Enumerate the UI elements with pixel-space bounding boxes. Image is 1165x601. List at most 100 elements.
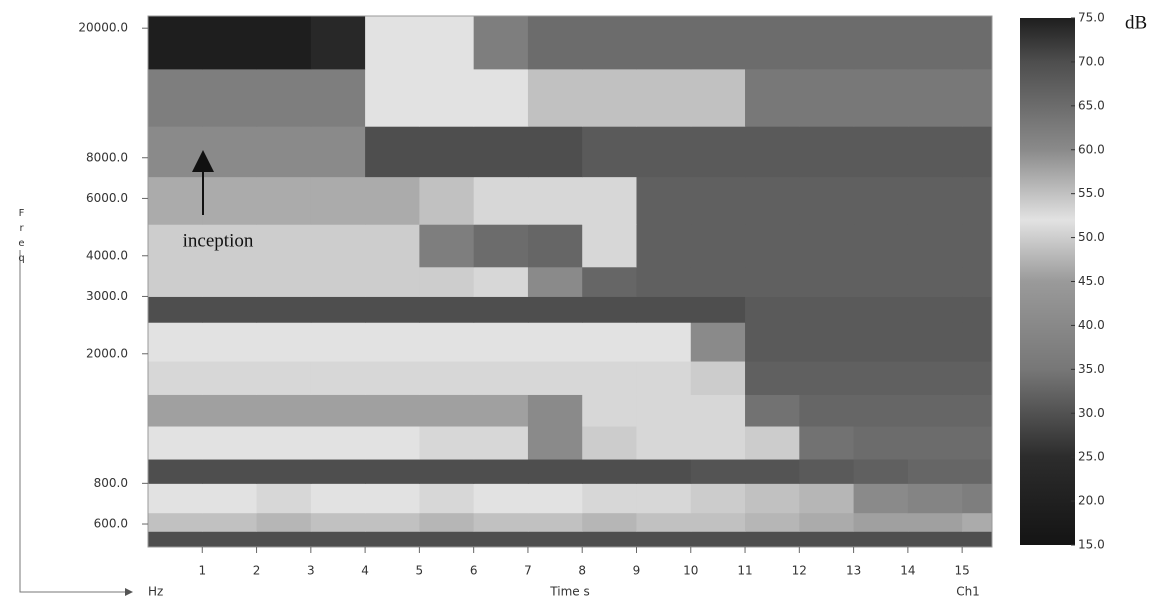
colorbar-tick-label: 45.0 [1078,274,1105,288]
heatmap-cell [745,16,800,69]
heatmap-cell [365,361,420,395]
heatmap-cell [474,126,529,177]
heatmap-cell [148,322,203,361]
heatmap-cell [908,426,963,460]
heatmap-cell [854,224,909,267]
heatmap-cell [474,426,529,460]
heatmap-cell [365,224,420,267]
colorbar-tick-label: 35.0 [1078,362,1105,376]
heatmap-cell [474,177,529,225]
heatmap-cell [745,426,800,460]
heatmap-cell [148,177,203,225]
heatmap-cell [854,513,909,532]
x-tick-label: 2 [253,564,261,578]
heatmap-cell [582,426,637,460]
heatmap-cell [962,483,992,513]
heatmap-cell [528,126,583,177]
x-tick-label: 15 [955,564,970,578]
heatmap-cell [311,16,366,69]
heatmap-cell [365,267,420,297]
heatmap-cell [257,426,312,460]
heatmap-cell [745,69,800,127]
heatmap-cell [311,483,366,513]
heatmap-cell [311,126,366,177]
heatmap-cell [582,296,637,322]
heatmap-cell [745,267,800,297]
heatmap-cell [854,16,909,69]
heatmap-cell [365,426,420,460]
heatmap-cell [257,394,312,426]
y-unit-label: Hz [148,585,163,599]
heatmap-cell [528,322,583,361]
heatmap-cell [257,69,312,127]
heatmap-cell [148,296,203,322]
heatmap-cell [908,459,963,484]
heatmap-cell [799,126,854,177]
heatmap-cell [582,69,637,127]
colorbar-tick-label: 15.0 [1078,538,1105,552]
heatmap-cell [148,69,203,127]
heatmap-cell [636,69,691,127]
heatmap-cell [745,483,800,513]
heatmap-cell [582,361,637,395]
heatmap-cell [854,361,909,395]
heatmap-cell [745,322,800,361]
x-tick-label: 7 [524,564,532,578]
heatmap-cell [528,296,583,322]
heatmap-cell [582,531,637,547]
heatmap-cell [202,459,257,484]
y-tick-label: 2000.0 [86,346,128,360]
x-tick-label: 14 [900,564,915,578]
heatmap-cell [636,177,691,225]
heatmap-cell [636,459,691,484]
colorbar-tick-label: 25.0 [1078,450,1105,464]
heatmap-cell [474,531,529,547]
heatmap-cell [799,459,854,484]
heatmap-cell [854,267,909,297]
heatmap-cell [636,267,691,297]
heatmap-cell [854,322,909,361]
heatmap-cell [908,224,963,267]
heatmap-cell [799,224,854,267]
heatmap-cell [636,16,691,69]
heatmap-cell [908,394,963,426]
heatmap-cell [582,126,637,177]
x-tick-label: 11 [737,564,752,578]
heatmap-cell [311,459,366,484]
heatmap-cell [311,296,366,322]
heatmap-cell [419,459,474,484]
heatmap-cell [365,531,420,547]
heatmap-cell [148,361,203,395]
heatmap-cell [745,531,800,547]
heatmap-cell [636,126,691,177]
heatmap-cell [148,426,203,460]
heatmap-cell [148,513,203,532]
heatmap-cell [691,361,746,395]
heatmap-cell [257,16,312,69]
heatmap-cell [636,426,691,460]
heatmap-cell [745,224,800,267]
heatmap-cell [365,177,420,225]
colorbar-tick-label: 30.0 [1078,406,1105,420]
chart: Freq Hz Time s Ch1 dB inception 12345678… [0,0,1165,601]
heatmap-cell [365,296,420,322]
y-tick-label: 6000.0 [86,191,128,205]
heatmap-cell [854,531,909,547]
heatmap-cell [202,483,257,513]
heatmap-cell [474,459,529,484]
heatmap-cell [528,459,583,484]
heatmap-cell [257,296,312,322]
heatmap-cell [202,394,257,426]
heatmap-cell [257,267,312,297]
heatmap-cell [962,296,992,322]
heatmap-cell [419,513,474,532]
heatmap-cell [257,361,312,395]
heatmap-cell [257,126,312,177]
heatmap-cell [582,483,637,513]
heatmap-cell [419,69,474,127]
heatmap-cell [799,322,854,361]
heatmap-cell [745,177,800,225]
heatmap-cell [962,16,992,69]
heatmap-cell [962,361,992,395]
heatmap-cell [202,69,257,127]
